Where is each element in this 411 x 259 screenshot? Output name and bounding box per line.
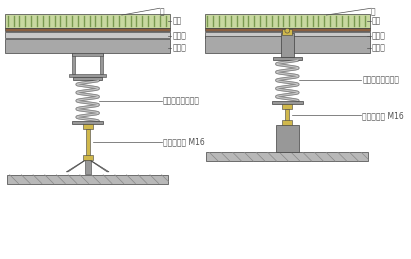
Text: 根太銅: 根太銅 <box>372 31 386 40</box>
Bar <box>206 152 368 161</box>
Bar <box>282 104 292 109</box>
Bar <box>273 57 302 60</box>
Text: 大引銅: 大引銅 <box>172 44 186 53</box>
Bar <box>83 124 92 129</box>
Text: 量: 量 <box>371 7 375 16</box>
Bar <box>282 29 292 34</box>
Bar <box>5 28 171 31</box>
Bar <box>72 121 103 124</box>
Bar <box>285 109 289 121</box>
Bar <box>5 32 171 38</box>
Bar <box>280 33 294 57</box>
Bar <box>272 101 303 104</box>
Bar <box>72 53 75 75</box>
Polygon shape <box>66 160 86 172</box>
Text: 大引銅: 大引銅 <box>372 44 386 53</box>
Circle shape <box>285 28 290 33</box>
Bar <box>282 120 292 125</box>
Text: 量: 量 <box>159 7 164 16</box>
Bar <box>205 14 370 28</box>
Bar <box>205 32 370 38</box>
Text: 支持ボルト M16: 支持ボルト M16 <box>163 137 204 146</box>
Text: コイルスプリング: コイルスプリング <box>163 96 200 105</box>
Bar <box>100 53 103 75</box>
Bar <box>69 75 106 77</box>
Bar <box>72 53 103 56</box>
Bar <box>83 155 92 160</box>
Text: コイルスプリング: コイルスプリング <box>363 76 399 85</box>
Bar <box>5 39 171 53</box>
Bar <box>86 129 90 156</box>
Bar <box>85 160 90 174</box>
Text: 捨板: 捨板 <box>372 16 381 25</box>
Bar <box>205 28 370 31</box>
Bar <box>5 14 171 28</box>
Bar <box>75 56 100 75</box>
Text: 捨板: 捨板 <box>172 16 182 25</box>
Text: 根太銅: 根太銅 <box>172 31 186 40</box>
Bar <box>7 175 169 184</box>
Bar <box>276 125 299 152</box>
Bar <box>205 35 370 53</box>
Bar <box>73 77 102 80</box>
Text: 支持ボルト M16: 支持ボルト M16 <box>363 111 404 120</box>
Polygon shape <box>90 160 109 172</box>
